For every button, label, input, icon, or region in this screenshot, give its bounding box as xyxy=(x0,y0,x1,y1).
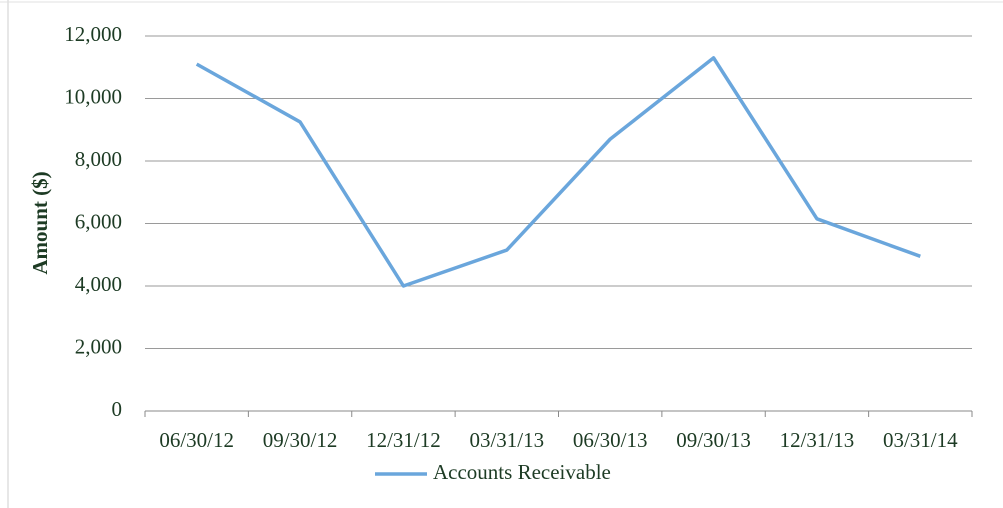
y-tick-label: 12,000 xyxy=(64,22,122,46)
y-axis-title: Amount ($) xyxy=(28,171,52,274)
y-tick-label: 8,000 xyxy=(75,147,122,171)
y-tick-label: 4,000 xyxy=(75,272,122,296)
x-tick-label: 06/30/12 xyxy=(159,428,234,452)
x-tick-label: 06/30/13 xyxy=(573,428,648,452)
series-line xyxy=(195,56,921,288)
y-tick-label: 6,000 xyxy=(75,209,122,233)
y-tick-label: 2,000 xyxy=(75,334,122,358)
legend-label: Accounts Receivable xyxy=(433,460,611,484)
x-tick-label: 09/30/13 xyxy=(676,428,751,452)
x-tick-label: 12/31/13 xyxy=(780,428,855,452)
y-tick-label: 0 xyxy=(112,397,123,421)
x-tick-label: 03/31/13 xyxy=(469,428,544,452)
x-tick-label: 12/31/12 xyxy=(366,428,441,452)
x-tick-label: 03/31/14 xyxy=(883,428,958,452)
y-tick-label: 10,000 xyxy=(64,84,122,108)
x-tick-label: 09/30/12 xyxy=(263,428,338,452)
